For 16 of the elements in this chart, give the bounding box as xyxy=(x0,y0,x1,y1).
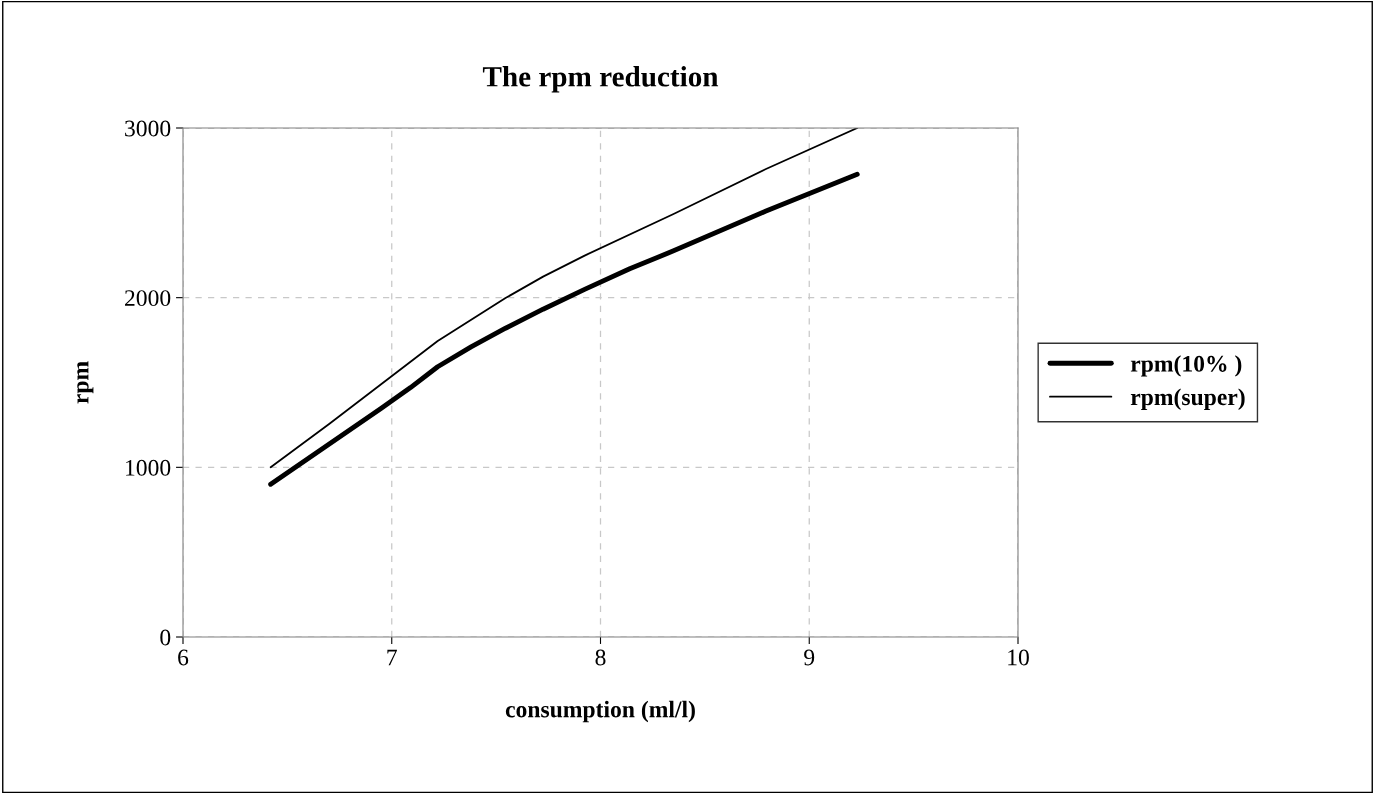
x-tick-label: 7 xyxy=(387,649,397,666)
y-tick-label: 0 xyxy=(160,629,171,646)
x-tick-label: 6 xyxy=(178,649,189,666)
y-tick-label: 1000 xyxy=(126,459,171,476)
y-axis-title: rpm xyxy=(77,361,94,404)
x-tick-label: 8 xyxy=(595,649,606,666)
x-axis-title: consumption (ml/l) xyxy=(505,700,695,723)
y-tick-label: 2000 xyxy=(125,290,171,307)
line-series xyxy=(268,171,860,487)
legend-label: rpm(super) xyxy=(1130,388,1245,410)
y-tick-label: 3000 xyxy=(125,120,171,137)
chart-title: The rpm reduction xyxy=(482,66,719,93)
line-series xyxy=(269,128,859,469)
x-tick-label: 9 xyxy=(804,649,815,666)
x-tick-label: 10 xyxy=(1008,649,1029,666)
legend-label: rpm(10% ) xyxy=(1130,355,1242,377)
